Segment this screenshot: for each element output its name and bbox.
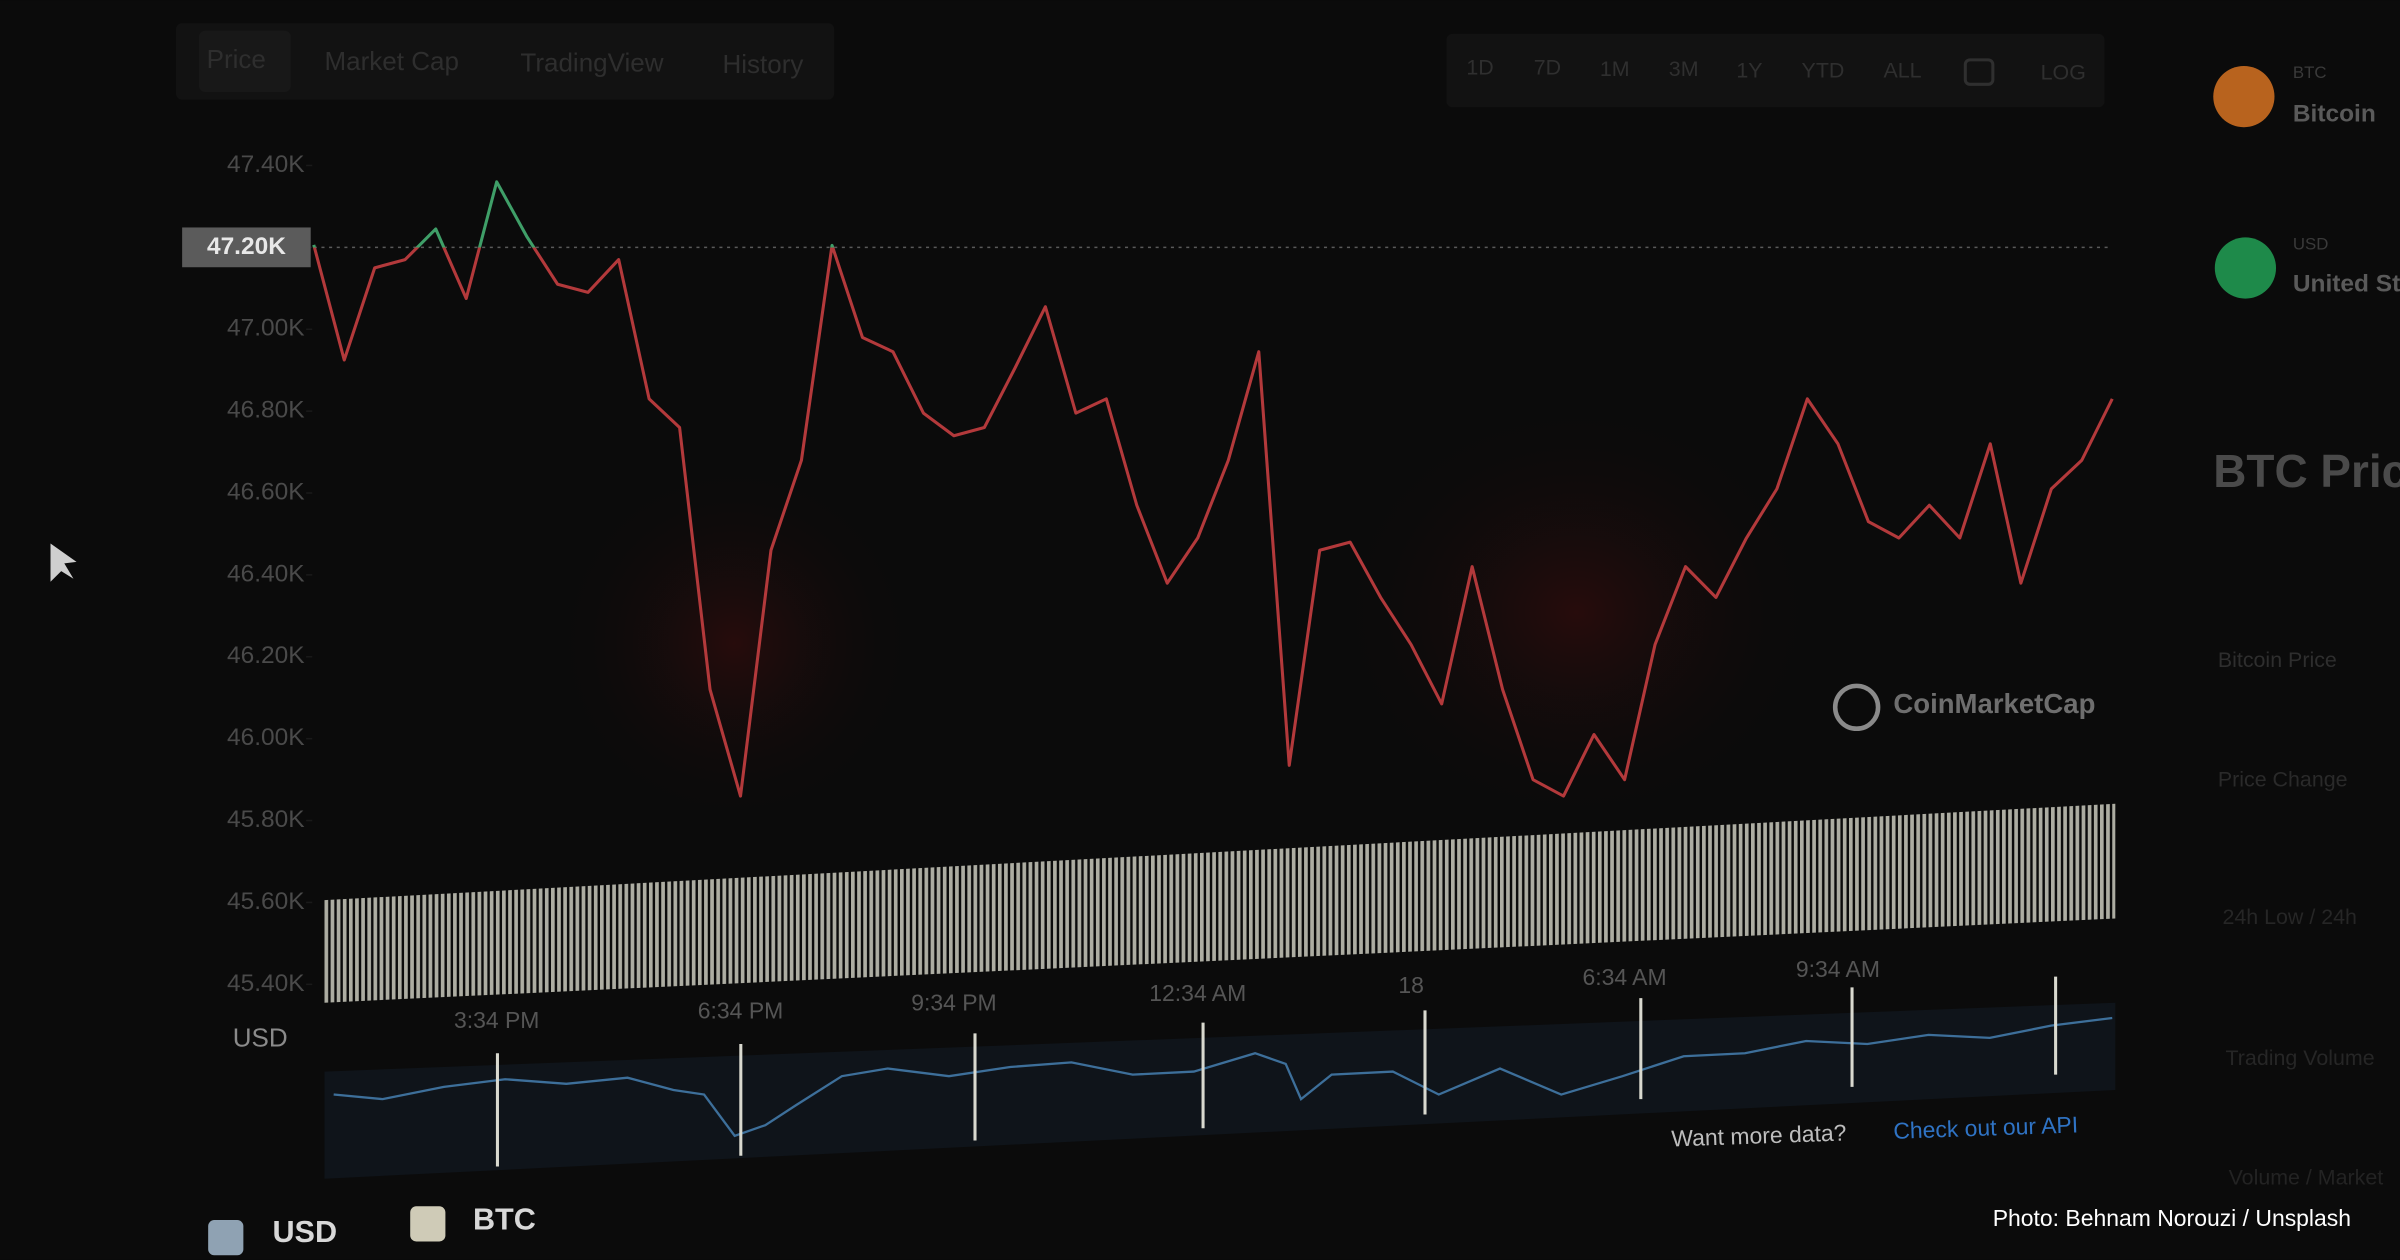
range-button[interactable]: 7D [1534, 56, 1561, 80]
sidebar-row: Bitcoin Price [2218, 648, 2337, 672]
legend-checkbox[interactable] [208, 1220, 244, 1256]
sidebar-row: Volume / Market [2229, 1165, 2384, 1189]
range-button[interactable]: 1Y [1736, 59, 1762, 83]
y-tick-label: 45.40K [227, 970, 305, 997]
x-tick-label: 18 [1398, 972, 1424, 998]
navigator [324, 1002, 2116, 1179]
legend-checkbox[interactable] [410, 1206, 446, 1242]
y-tick-label: 46.80K [227, 397, 305, 424]
tab[interactable]: Market Cap [324, 46, 458, 76]
coin-name: United St [2293, 270, 2400, 297]
tabs: Price Market Cap TradingView History [207, 44, 804, 79]
price-label-box [182, 227, 311, 268]
x-tick-label: 6:34 PM [698, 998, 783, 1024]
y-tick-label: 46.20K [227, 642, 305, 669]
range-button[interactable]: LOG [2041, 60, 2086, 84]
api-link[interactable]: Check out our API [1893, 1111, 2079, 1143]
price-label: 47.20K [207, 233, 286, 260]
coin-name: Bitcoin [2293, 100, 2376, 127]
y-tick-label: 46.40K [227, 560, 305, 587]
navigator-line [333, 1016, 2113, 1138]
api-prompt: Want more data? [1671, 1119, 1847, 1151]
y-unit: USD [233, 1022, 288, 1052]
coin-icon [2213, 65, 2275, 128]
sidebar-heading: BTC Pric [2213, 445, 2400, 497]
tab[interactable]: History [722, 49, 803, 79]
legend: USD BTC [208, 1203, 536, 1256]
watermark-text: CoinMarketCap [1893, 688, 2095, 719]
glow [551, 459, 919, 827]
price-line-series [312, 180, 2114, 798]
ranges: 1D 7D 1M 3M 1Y YTD ALL LOG [1466, 56, 2086, 86]
range-button[interactable]: ALL [1884, 59, 1922, 83]
coin-code: BTC [2293, 63, 2327, 82]
plot: 45.40K 45.60K 45.80K 46.00K 46.20K 46.40K 46.6… [182, 151, 2114, 1033]
x-tick-label: 9:34 PM [911, 989, 996, 1015]
coin-code: USD [2293, 235, 2329, 254]
range-button[interactable]: 1D [1466, 56, 1493, 80]
sidebar-row: 24h Low / 24h [2222, 905, 2357, 929]
sidebar-row: Trading Volume [2226, 1046, 2375, 1070]
y-tick-label: 46.00K [227, 724, 305, 751]
navigator-handles [495, 976, 2058, 1167]
legend-label: BTC [473, 1203, 536, 1237]
y-tick-label: 47.00K [227, 315, 305, 342]
coin-icon [2214, 237, 2277, 299]
watermark: CoinMarketCap [1832, 683, 2095, 732]
y-tick-label: 46.60K [227, 478, 305, 505]
range-button[interactable]: YTD [1802, 59, 1845, 83]
x-tick-label: 3:34 PM [454, 1007, 539, 1033]
calendar-icon[interactable] [1963, 58, 1995, 86]
sidebar: BTC Bitcoin USD United St BTC Pric Bitco… [2213, 63, 2400, 1189]
watermark-logo [1832, 683, 1881, 732]
sidebar-row: Price Change [2218, 767, 2348, 791]
y-tick-label: 45.80K [227, 806, 305, 833]
y-tick-label: 45.60K [227, 888, 305, 915]
tab[interactable]: TradingView [520, 47, 663, 77]
mouse-cursor [50, 543, 77, 582]
range-button[interactable]: 1M [1600, 57, 1630, 81]
glow [1331, 398, 1822, 827]
x-tick-label: 9:34 AM [1796, 956, 1880, 982]
volume-bars [324, 803, 2116, 1003]
photo-credit: Photo: Behnam Norouzi / Unsplash [1993, 1205, 2351, 1231]
legend-label: USD [272, 1215, 337, 1249]
tab-bar [176, 23, 835, 100]
range-bar [1446, 33, 2105, 108]
range-button[interactable]: 3M [1669, 57, 1699, 81]
x-tick-label: 6:34 AM [1582, 964, 1666, 990]
x-tick-label: 12:34 AM [1149, 980, 1246, 1006]
tab[interactable]: Price [207, 44, 266, 74]
active-tab [198, 30, 291, 92]
y-tick-label: 47.40K [227, 151, 305, 178]
